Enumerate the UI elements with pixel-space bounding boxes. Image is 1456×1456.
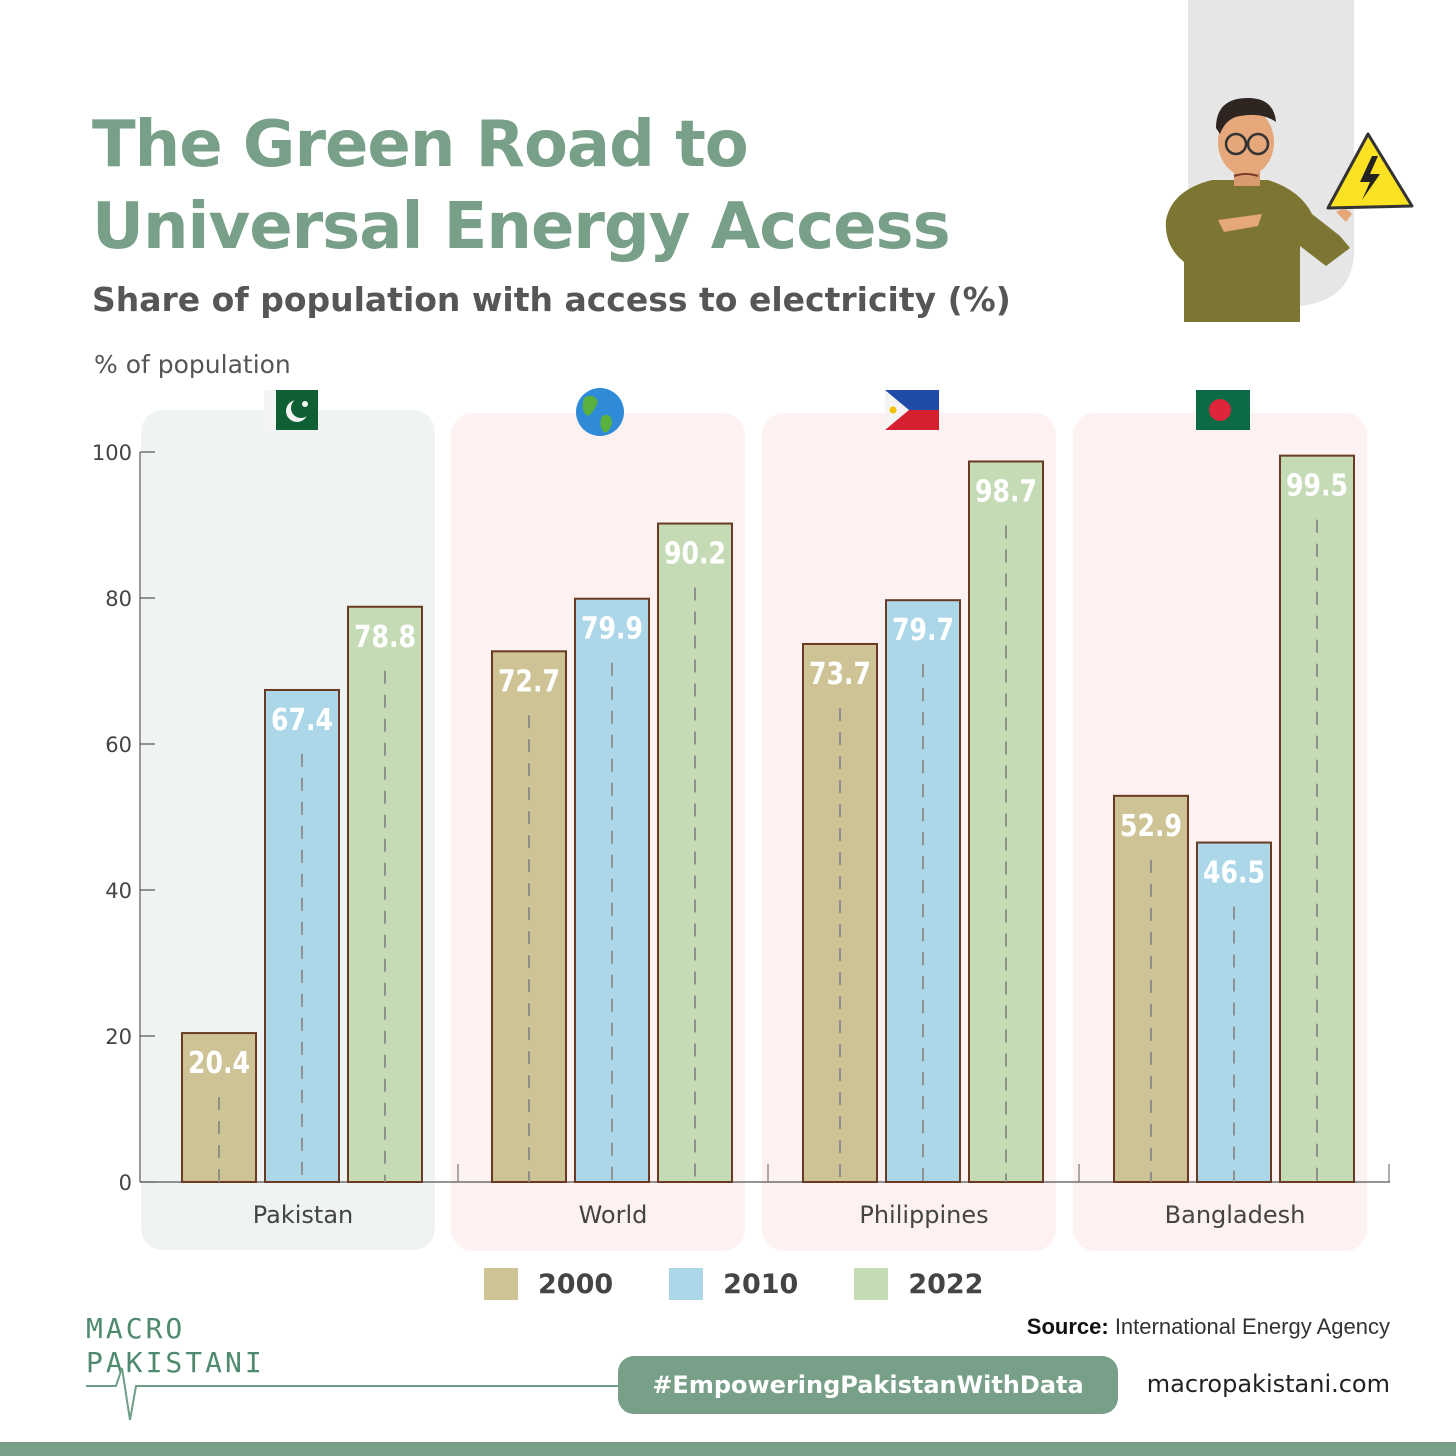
data-label-world-2000: 72.7 bbox=[498, 664, 560, 699]
x-tick-label-pakistan: Pakistan bbox=[253, 1201, 354, 1229]
data-label-philippines-2000: 73.7 bbox=[809, 657, 871, 692]
y-tick-label-0: 0 bbox=[119, 1171, 132, 1195]
globe-icon bbox=[576, 388, 624, 436]
source-note: Source: International Energy Agency bbox=[1027, 1314, 1390, 1340]
mascot-illustration bbox=[1165, 0, 1414, 322]
bangladesh-flag-icon bbox=[1196, 390, 1250, 430]
y-tick-label-100: 100 bbox=[92, 441, 132, 465]
data-label-philippines-2022: 98.7 bbox=[975, 474, 1037, 509]
x-tick-label-bangladesh: Bangladesh bbox=[1165, 1201, 1306, 1229]
legend-swatch-2022 bbox=[854, 1268, 889, 1300]
hashtag-badge: #EmpoweringPakistanWithData bbox=[618, 1356, 1118, 1414]
legend-item-2022: 2022 bbox=[854, 1268, 983, 1300]
x-tick-label-philippines: Philippines bbox=[859, 1201, 988, 1229]
y-tick-label-40: 40 bbox=[105, 879, 132, 903]
legend-item-2010: 2010 bbox=[669, 1268, 798, 1300]
logo-line-2: PAKISTANI bbox=[86, 1346, 265, 1379]
y-tick-label-80: 80 bbox=[105, 587, 132, 611]
data-label-bangladesh-2010: 46.5 bbox=[1203, 856, 1265, 891]
legend-label-2000: 2000 bbox=[538, 1268, 614, 1300]
data-label-world-2010: 79.9 bbox=[581, 612, 643, 647]
philippines-flag-icon bbox=[885, 390, 939, 430]
data-label-pakistan-2010: 67.4 bbox=[271, 703, 333, 738]
legend-swatch-2000 bbox=[484, 1268, 518, 1300]
x-tick-label-world: World bbox=[579, 1201, 648, 1229]
data-label-pakistan-2000: 20.4 bbox=[188, 1046, 250, 1081]
chart-subtitle: Share of population with access to elect… bbox=[92, 280, 1011, 319]
data-label-bangladesh-2022: 99.5 bbox=[1286, 469, 1348, 504]
website-link[interactable]: macropakistani.com bbox=[1146, 1370, 1390, 1398]
source-text: International Energy Agency bbox=[1114, 1314, 1390, 1339]
logo-line-1: MACRO bbox=[86, 1312, 186, 1345]
title-line-1: The Green Road to bbox=[92, 108, 749, 182]
y-axis-label: % of population bbox=[94, 350, 291, 379]
bottom-accent-strip bbox=[0, 1442, 1456, 1456]
pakistan-flag-icon bbox=[264, 390, 318, 430]
bar-chart: 0 20 40 60 80 100 20.4 67.4 78.8 Pakistan 72.7 79.9… bbox=[92, 388, 1390, 1251]
data-label-philippines-2010: 79.7 bbox=[892, 613, 954, 648]
data-label-world-2022: 90.2 bbox=[664, 537, 726, 572]
y-tick-label-20: 20 bbox=[105, 1025, 132, 1049]
data-label-bangladesh-2000: 52.9 bbox=[1120, 809, 1182, 844]
chart-legend: 2000 2010 2022 bbox=[484, 1268, 1039, 1300]
legend-swatch-2010 bbox=[669, 1268, 704, 1300]
title-line-2: Universal Energy Access bbox=[92, 190, 951, 264]
legend-label-2022: 2022 bbox=[908, 1268, 984, 1300]
source-label: Source: bbox=[1026, 1314, 1109, 1339]
y-tick-label-60: 60 bbox=[105, 733, 132, 757]
legend-item-2000: 2000 bbox=[484, 1268, 613, 1300]
logo-pulse-line bbox=[86, 1367, 626, 1421]
legend-label-2010: 2010 bbox=[723, 1268, 799, 1300]
data-label-pakistan-2022: 78.8 bbox=[354, 620, 416, 655]
page-title: The Green Road to Universal Energy Acces… bbox=[92, 104, 951, 268]
macro-pakistani-logo: MACRO PAKISTANI bbox=[86, 1312, 265, 1380]
